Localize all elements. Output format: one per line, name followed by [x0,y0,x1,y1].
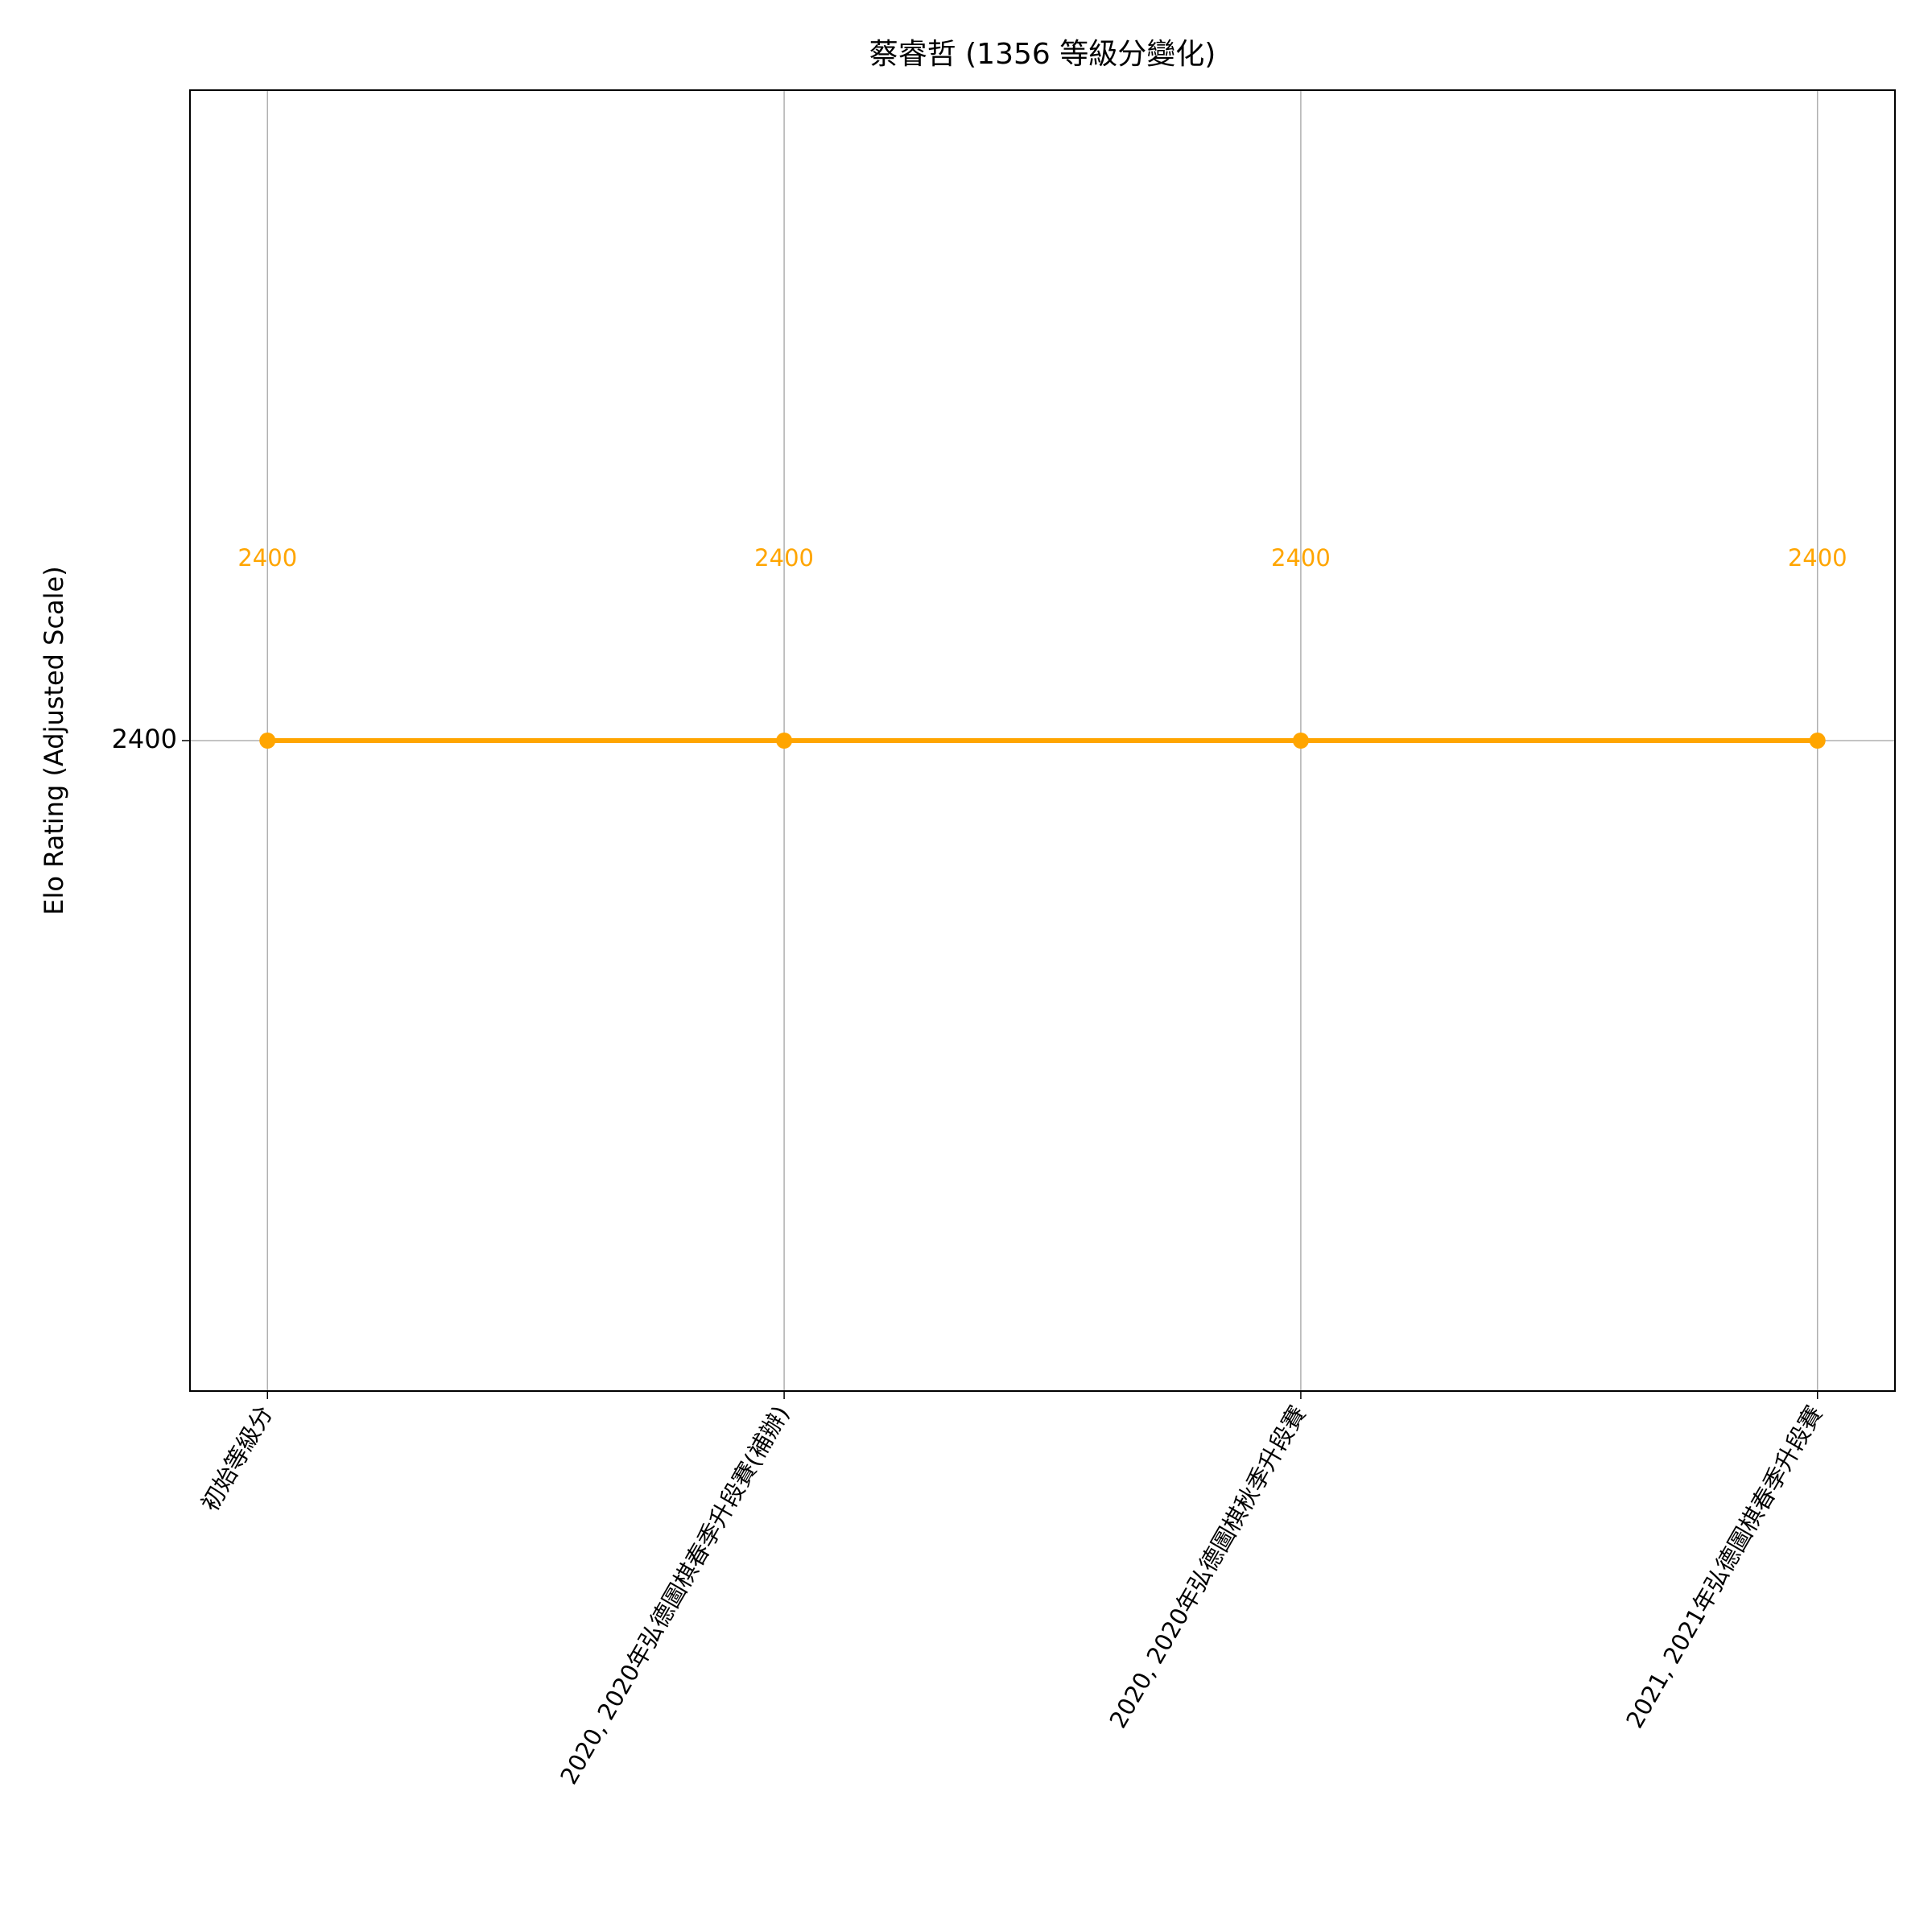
data-label: 2400 [1271,544,1331,572]
marker [1292,733,1309,749]
data-label: 2400 [754,544,814,572]
y-tick-label: 2400 [112,724,177,754]
y-axis-label: Elo Rating (Adjusted Scale) [39,566,69,914]
marker [776,733,793,749]
data-label: 2400 [237,544,297,572]
marker [1809,733,1826,749]
data-label: 2400 [1788,544,1847,572]
chart-title: 蔡睿哲 (1356 等級分變化) [869,38,1216,71]
marker [259,733,276,749]
plot-frame [189,89,1896,1392]
